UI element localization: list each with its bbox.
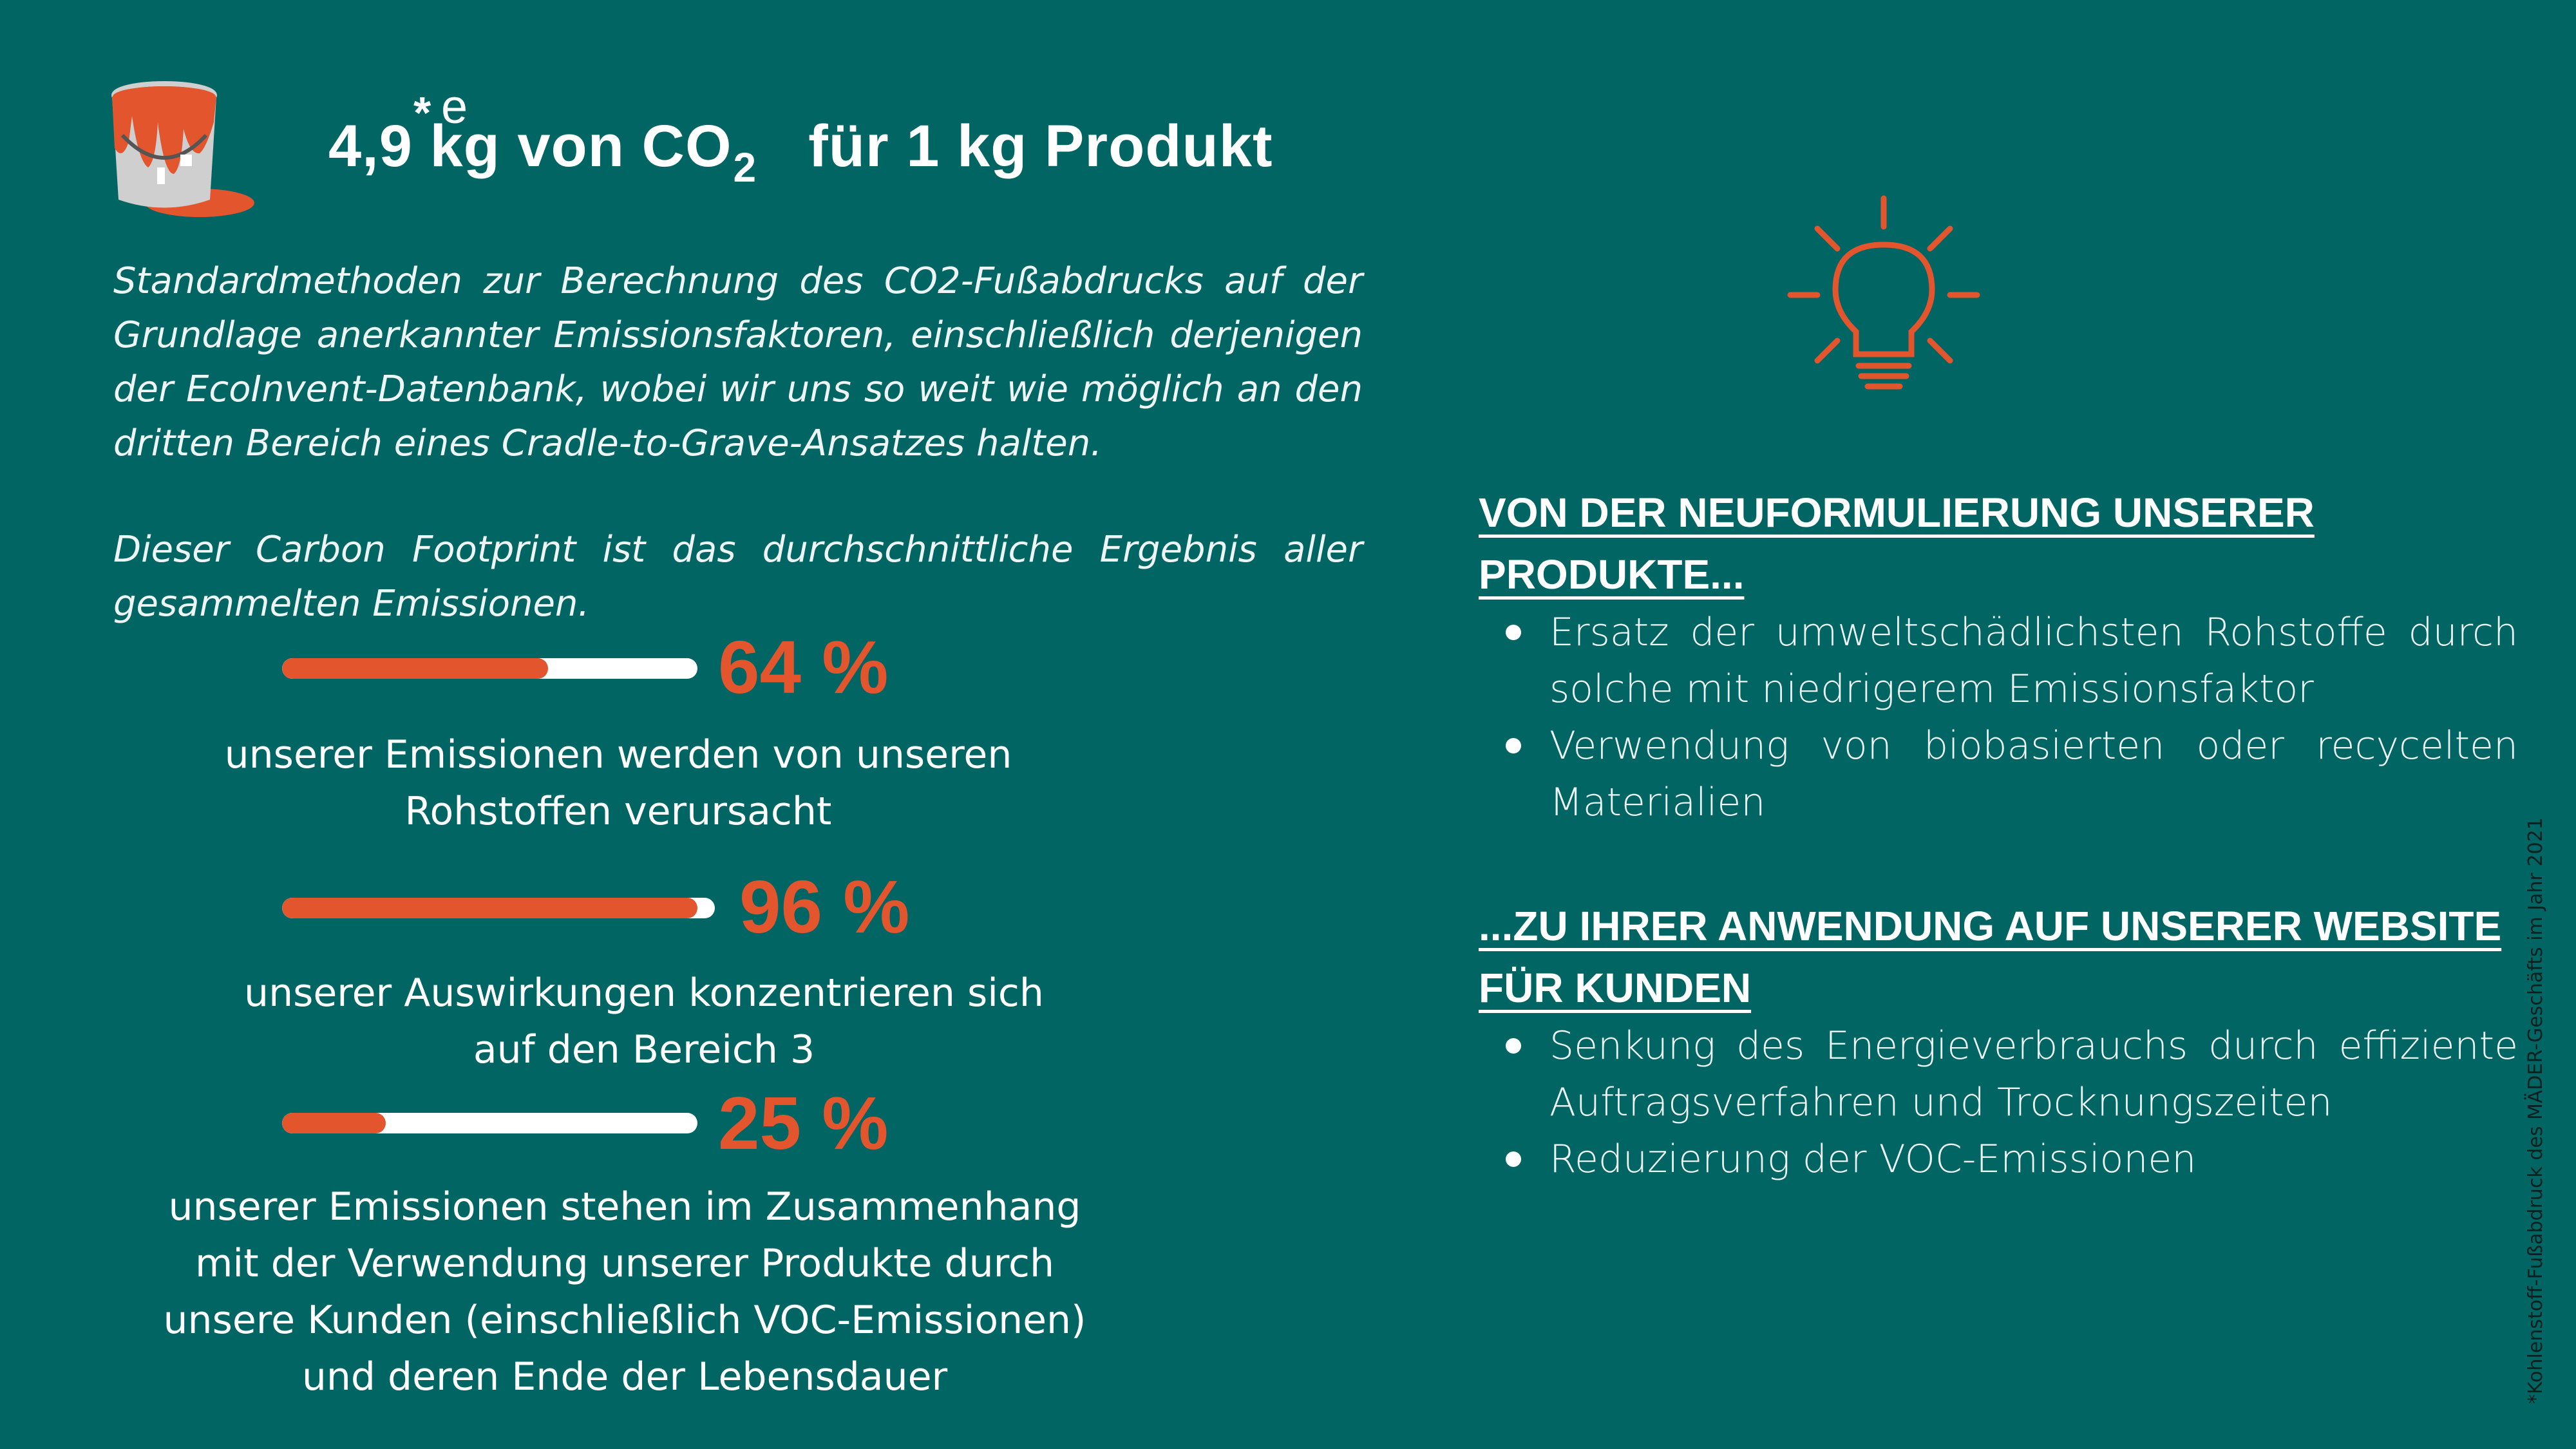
progress-bar-1: [282, 658, 697, 679]
lightbulb-icon: [1777, 193, 1990, 399]
list-item: Ersatz der umweltschädlichsten Rohstoffe…: [1506, 604, 2518, 717]
title-co2: 4,9 kg von CO2 * e: [328, 80, 757, 191]
progress-fill-1: [282, 658, 548, 679]
intro-paragraph-1: Standardmethoden zur Berechnung des CO2-…: [113, 260, 1363, 464]
paint-bucket-icon: [103, 77, 264, 232]
section-heading-reformulation: VON DER NEUFORMULIERUNG UNSERER PRODUKTE…: [1479, 489, 2315, 598]
bullet-icon: [1506, 1151, 1521, 1167]
stat-percent-1: 64 %: [718, 625, 889, 709]
list-item: Senkung des Energieverbrauchs durch effi…: [1506, 1018, 2518, 1131]
title-suffix: für 1 kg Produkt: [808, 113, 1273, 179]
stat-percent-3: 25 %: [718, 1081, 889, 1165]
bullet-icon: [1506, 625, 1521, 640]
stat-percent-2: 96 %: [739, 865, 910, 949]
footnote: *Kohlenstoff-Fußabdruck des MÄDER-Geschä…: [2524, 817, 2547, 1404]
stat-description-2: unserer Auswirkungen konzentrieren sich …: [244, 971, 1044, 1072]
reformulation-list: Ersatz der umweltschädlichsten Rohstoffe…: [1506, 604, 2518, 831]
page-title: 4,9 kg von CO2 * e für 1 kg Produkt: [328, 80, 1273, 191]
section-heading-application: ...ZU IHRER ANWENDUNG AUF UNSERER WEBSIT…: [1479, 903, 2502, 1011]
bullet-icon: [1506, 738, 1521, 753]
progress-fill-3: [282, 1113, 386, 1133]
progress-bar-2: [282, 898, 715, 918]
list-item: Reduzierung der VOC-Emissionen: [1506, 1131, 2518, 1188]
intro-paragraph-2: Dieser Carbon Footprint ist das durchsch…: [113, 529, 1363, 625]
progress-fill-2: [282, 898, 698, 918]
bullet-icon: [1506, 1038, 1521, 1054]
stat-description-1: unserer Emissionen werden von unseren Ro…: [224, 732, 1012, 834]
progress-bar-3: [282, 1113, 697, 1133]
list-item: Verwendung von biobasierten oder recycel…: [1506, 717, 2518, 831]
stat-description-3: unserer Emissionen stehen im Zusammenhan…: [163, 1184, 1086, 1399]
application-list: Senkung des Energieverbrauchs durch effi…: [1506, 1018, 2518, 1188]
